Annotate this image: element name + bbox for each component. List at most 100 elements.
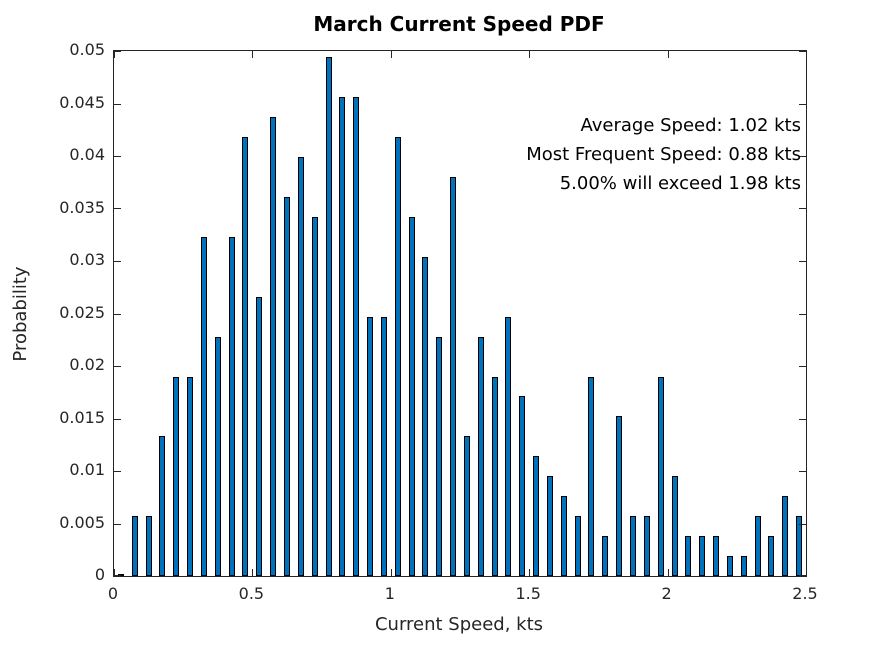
histogram-bar (395, 137, 401, 576)
y-tick-mark-left (114, 471, 121, 472)
histogram-bar (602, 536, 608, 576)
y-tick-label: 0.035 (59, 197, 105, 217)
x-tick-mark-bottom (529, 569, 530, 576)
histogram-bar (478, 337, 484, 576)
histogram-bar (284, 197, 290, 576)
histogram-bar (672, 476, 678, 576)
histogram-bar (146, 516, 152, 576)
x-tick-label: 0.5 (238, 584, 265, 603)
histogram-bar (367, 317, 373, 576)
y-tick-label: 0 (94, 565, 105, 584)
x-tick-mark-bottom (252, 569, 253, 576)
histogram-bar (132, 516, 138, 576)
x-tick-mark-bottom (668, 569, 669, 576)
histogram-bar (215, 337, 221, 576)
histogram-bar (575, 516, 581, 576)
y-tick-mark-left (114, 575, 121, 576)
y-tick-label: 0.03 (69, 250, 105, 269)
histogram-bar (256, 297, 262, 576)
histogram-bar (229, 237, 235, 576)
histogram-bar (713, 536, 719, 576)
histogram-bar (644, 516, 650, 576)
x-tick-mark-bottom (806, 569, 807, 576)
stats-annotation: Average Speed: 1.02 kts Most Frequent Sp… (526, 111, 801, 198)
x-tick-label: 2 (661, 584, 672, 603)
y-tick-label: 0.025 (59, 302, 105, 322)
histogram-bar (312, 217, 318, 576)
histogram-bar (658, 377, 664, 576)
histogram-bar (796, 516, 802, 576)
chart-title: March Current Speed PDF (313, 12, 605, 36)
histogram-bar (450, 177, 456, 576)
y-tick-mark-left (114, 156, 121, 157)
x-tick-label: 1 (384, 584, 395, 603)
y-tick-label: 0.045 (59, 92, 105, 112)
x-tick-mark-top (529, 51, 530, 58)
x-axis-label: Current Speed, kts (374, 614, 544, 635)
plot-area: Average Speed: 1.02 kts Most Frequent Sp… (113, 50, 807, 577)
x-tick-mark-top (391, 51, 392, 58)
y-tick-mark-right (799, 261, 806, 262)
x-tick-label: 2.5 (792, 584, 818, 603)
histogram-bar (381, 317, 387, 576)
histogram-bar (353, 97, 359, 576)
y-tick-label: 0.05 (69, 40, 105, 59)
histogram-bar (201, 237, 207, 576)
y-tick-mark-left (114, 261, 121, 262)
y-tick-label: 0.02 (69, 355, 105, 374)
histogram-bar (492, 377, 498, 576)
histogram-bar (561, 496, 567, 576)
y-tick-mark-left (114, 366, 121, 367)
histogram-bar (741, 556, 747, 576)
histogram-bar (699, 536, 705, 576)
y-tick-mark-right (799, 366, 806, 367)
y-tick-mark-left (114, 104, 121, 105)
histogram-bar (588, 377, 594, 576)
x-tick-label: 1.5 (515, 584, 541, 603)
y-tick-mark-right (799, 208, 806, 209)
y-tick-mark-right (799, 575, 806, 576)
histogram-bar (422, 257, 428, 576)
y-tick-label: 0.005 (59, 512, 105, 532)
x-tick-mark-bottom (391, 569, 392, 576)
y-tick-label: 0.04 (69, 145, 105, 164)
annotation-exceedance: 5.00% will exceed 1.98 kts (559, 173, 801, 194)
histogram-bar (505, 317, 511, 576)
histogram-bar (533, 456, 539, 576)
histogram-bar (326, 57, 332, 576)
y-tick-mark-left (114, 51, 121, 52)
histogram-bar (173, 377, 179, 576)
x-tick-mark-top (252, 51, 253, 58)
histogram-bar (685, 536, 691, 576)
histogram-bar (187, 377, 193, 576)
y-tick-mark-right (799, 419, 806, 420)
histogram-bar (339, 97, 345, 576)
histogram-bar (464, 436, 470, 576)
annotation-most-frequent-speed: Most Frequent Speed: 0.88 kts (526, 144, 801, 165)
y-tick-mark-left (114, 208, 121, 209)
histogram-bar (727, 556, 733, 576)
histogram-bar (755, 516, 761, 576)
y-tick-mark-left (114, 419, 121, 420)
histogram-bar (298, 157, 304, 576)
histogram-bar (782, 496, 788, 576)
y-tick-mark-left (114, 314, 121, 315)
y-tick-mark-right (799, 314, 806, 315)
x-tick-mark-bottom (114, 569, 115, 576)
x-tick-mark-top (114, 51, 115, 58)
y-tick-mark-right (799, 524, 806, 525)
y-tick-mark-right (799, 104, 806, 105)
x-tick-mark-top (806, 51, 807, 58)
histogram-bar (519, 396, 525, 576)
histogram-bar (630, 516, 636, 576)
histogram-bar (768, 536, 774, 576)
histogram-bar (547, 476, 553, 576)
x-tick-mark-top (668, 51, 669, 58)
histogram-bar (159, 436, 165, 576)
y-tick-label: 0.01 (69, 460, 105, 479)
histogram-bar (270, 117, 276, 576)
histogram-bar (436, 337, 442, 576)
y-tick-label: 0.015 (59, 407, 105, 427)
histogram-bar (242, 137, 248, 576)
